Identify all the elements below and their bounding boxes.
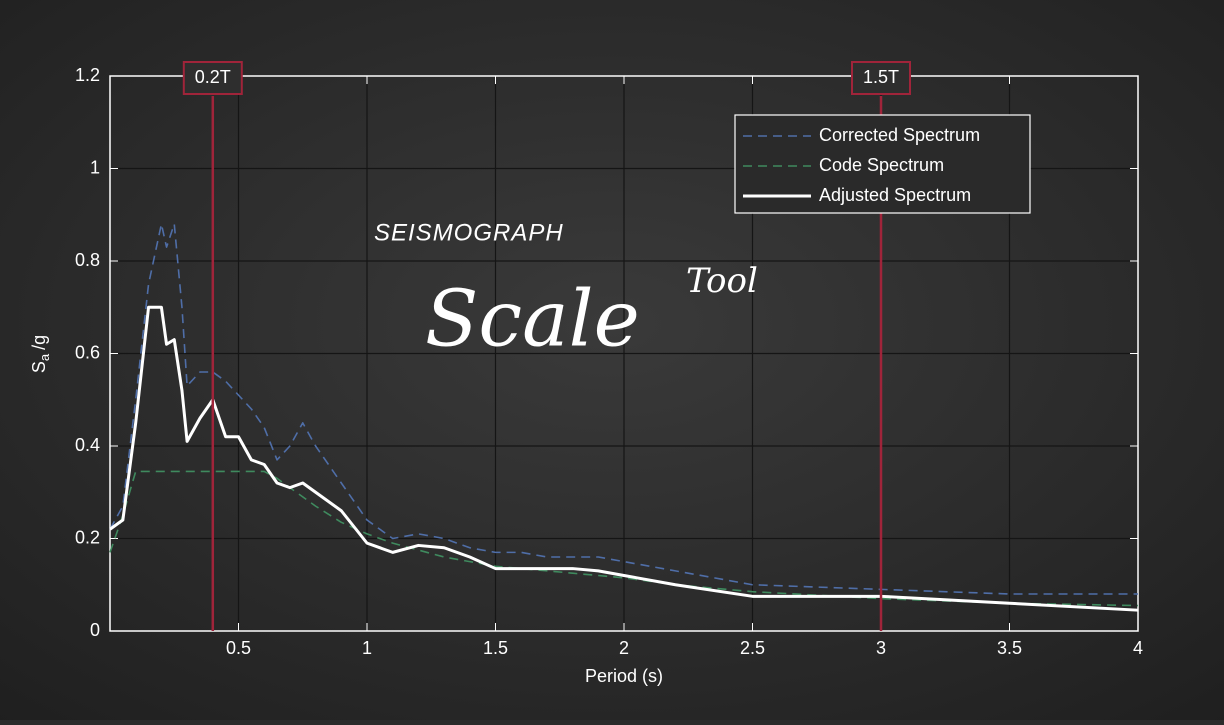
y-tick-label: 0.2 [75, 527, 100, 547]
y-label-main: S [29, 361, 49, 373]
series-line [109, 470, 1139, 607]
title-note: Tool [686, 261, 758, 301]
legend-label: Code Spectrum [819, 155, 944, 175]
x-tick-label: 4 [1133, 638, 1143, 658]
y-axis-label: Sa/g [29, 335, 53, 373]
y-tick-label: 0 [90, 620, 100, 640]
y-tick-label: 1 [90, 157, 100, 177]
y-tick-label: 0.4 [75, 435, 100, 455]
legend-label: Adjusted Spectrum [819, 185, 971, 205]
series-line [109, 223, 1138, 595]
y-tick-label: 0.8 [75, 250, 100, 270]
series-line [109, 305, 1139, 612]
y-label-rest: /g [29, 335, 49, 350]
marker-label: 0.2T [195, 67, 231, 87]
subtitle: SEISMOGRAPH [374, 219, 564, 246]
title: Scale [425, 275, 640, 365]
marker-box [182, 61, 243, 95]
x-tick-label: 0.5 [226, 638, 251, 658]
x-tick-label: 3 [876, 638, 886, 658]
x-tick-label: 1.5 [483, 638, 508, 658]
x-tick-label: 1 [362, 638, 372, 658]
y-label-sub: a [37, 353, 52, 361]
marker-box [851, 61, 911, 95]
x-tick-label: 2.5 [740, 638, 765, 658]
x-tick-label: 3.5 [997, 638, 1022, 658]
y-tick-label: 0.6 [75, 342, 100, 362]
x-axis-label: Period (s) [585, 666, 663, 686]
y-tick-label: 1.2 [75, 65, 100, 85]
marker-label: 1.5T [863, 67, 899, 87]
x-tick-label: 2 [619, 638, 629, 658]
legend-label: Corrected Spectrum [819, 125, 980, 145]
